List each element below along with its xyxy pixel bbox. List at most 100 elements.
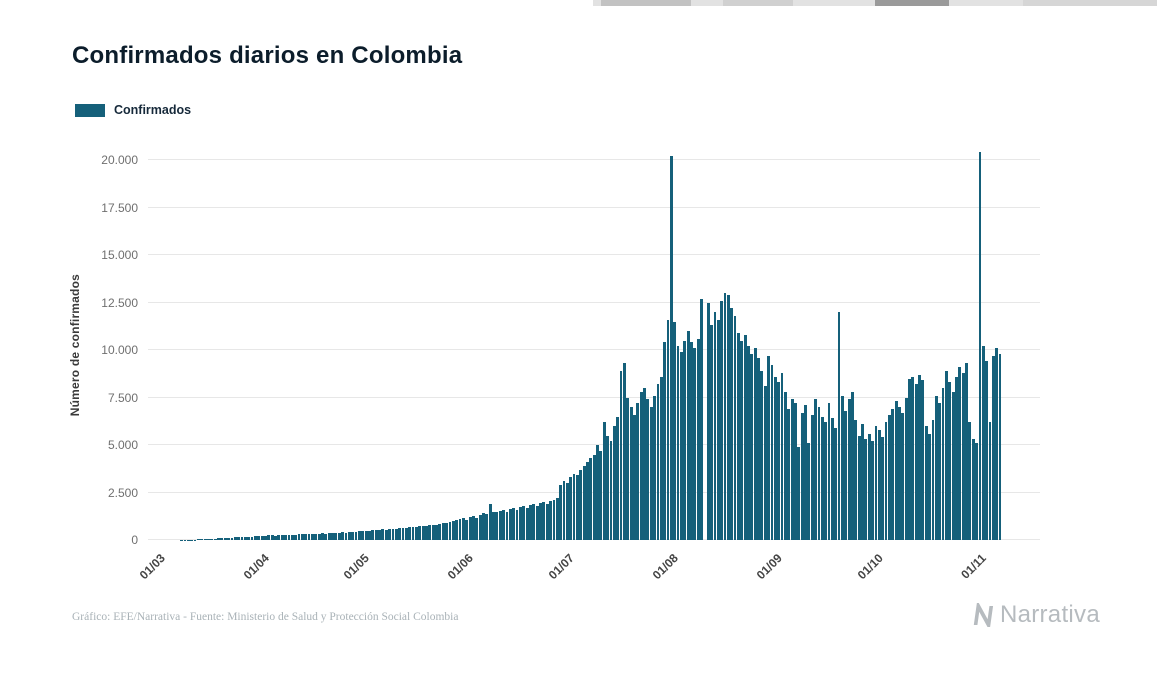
bar	[653, 395, 656, 540]
bar	[357, 531, 361, 540]
legend: Confirmados	[75, 103, 191, 117]
bar	[851, 391, 854, 540]
bar	[576, 475, 579, 540]
bar	[448, 521, 452, 540]
bar	[240, 537, 244, 540]
bar	[451, 520, 455, 540]
bar	[522, 505, 526, 540]
y-axis-tick-labels: 0 2.500 5.000 7.500 10.000 12.500 15.000 17.500…	[58, 150, 138, 547]
bar	[757, 357, 760, 540]
bar	[840, 395, 844, 540]
y-tick-label: 17.500	[101, 200, 138, 215]
bar	[914, 384, 918, 540]
gridline	[148, 396, 1040, 398]
bar	[351, 531, 355, 540]
bar	[233, 537, 237, 540]
bar	[408, 527, 412, 540]
bar	[280, 534, 284, 540]
bar	[944, 370, 948, 540]
bar	[495, 512, 499, 540]
bar	[824, 422, 828, 540]
bar	[532, 503, 536, 540]
bar	[726, 294, 730, 540]
bar	[525, 507, 529, 540]
bar	[347, 532, 351, 540]
bar	[740, 340, 744, 540]
bar	[237, 537, 241, 540]
bar	[361, 530, 365, 540]
bar	[394, 528, 398, 540]
bar	[847, 399, 851, 540]
narrativa-logo-icon	[973, 603, 995, 627]
x-tick-label: 01/11	[958, 551, 990, 582]
bar	[260, 535, 264, 540]
bar	[656, 384, 660, 540]
gridline	[148, 206, 1040, 208]
bar	[606, 435, 610, 540]
bar	[223, 538, 227, 540]
bar	[364, 531, 368, 540]
bar	[659, 376, 663, 540]
bar	[331, 532, 334, 540]
bar	[327, 533, 331, 540]
bar	[290, 534, 294, 540]
bar	[274, 535, 277, 540]
bar	[213, 538, 217, 540]
bar	[492, 511, 495, 540]
bar	[401, 527, 405, 540]
bar	[555, 498, 559, 540]
bar	[498, 510, 502, 540]
bar	[488, 503, 492, 540]
bar	[404, 528, 408, 540]
bar	[804, 405, 807, 540]
bar	[743, 334, 747, 540]
x-tick-label: 01/09	[753, 551, 785, 583]
bar	[203, 539, 207, 540]
bar	[196, 539, 200, 540]
screen-edge-artifact	[593, 0, 1157, 6]
bar	[649, 407, 653, 540]
bar	[391, 528, 395, 540]
screen-edge-artifact-segment	[723, 0, 793, 6]
y-tick-label: 5.000	[107, 438, 138, 452]
bar	[592, 454, 596, 540]
bar	[780, 372, 784, 540]
bar	[958, 367, 962, 540]
bar	[270, 535, 274, 540]
bar	[374, 530, 378, 540]
bar	[723, 293, 727, 540]
bar	[924, 426, 928, 540]
bar	[388, 528, 391, 540]
bar	[371, 530, 375, 540]
screen-edge-artifact-segment	[1023, 0, 1157, 6]
bar	[747, 346, 750, 540]
bar	[435, 525, 438, 540]
bar	[898, 407, 901, 540]
bar	[770, 365, 774, 540]
bar	[797, 446, 801, 540]
bar	[230, 537, 234, 540]
bar	[414, 527, 418, 540]
x-axis-tick-labels: 01/03 01/04 01/05 01/06 01/07 01/08 01/09 01/10…	[136, 544, 1020, 604]
bar	[539, 502, 542, 540]
bar	[807, 443, 811, 540]
bar	[901, 412, 905, 540]
bar	[673, 321, 677, 540]
bar	[753, 348, 757, 540]
bar	[465, 520, 469, 540]
bar	[918, 374, 921, 540]
bar	[713, 312, 717, 540]
bar	[871, 441, 875, 540]
bar	[679, 351, 683, 540]
bar	[921, 380, 925, 540]
y-tick-label: 2.500	[107, 485, 138, 500]
bar	[428, 525, 432, 540]
bar	[257, 535, 261, 540]
bar	[341, 532, 345, 540]
x-tick-label: 01/06	[445, 551, 477, 583]
y-tick-label: 7.500	[107, 390, 138, 405]
bar	[750, 353, 754, 540]
chart-credit: Gráfico: EFE/Narrativa - Fuente: Ministe…	[72, 611, 459, 623]
bar	[307, 533, 311, 540]
bar	[965, 363, 968, 540]
